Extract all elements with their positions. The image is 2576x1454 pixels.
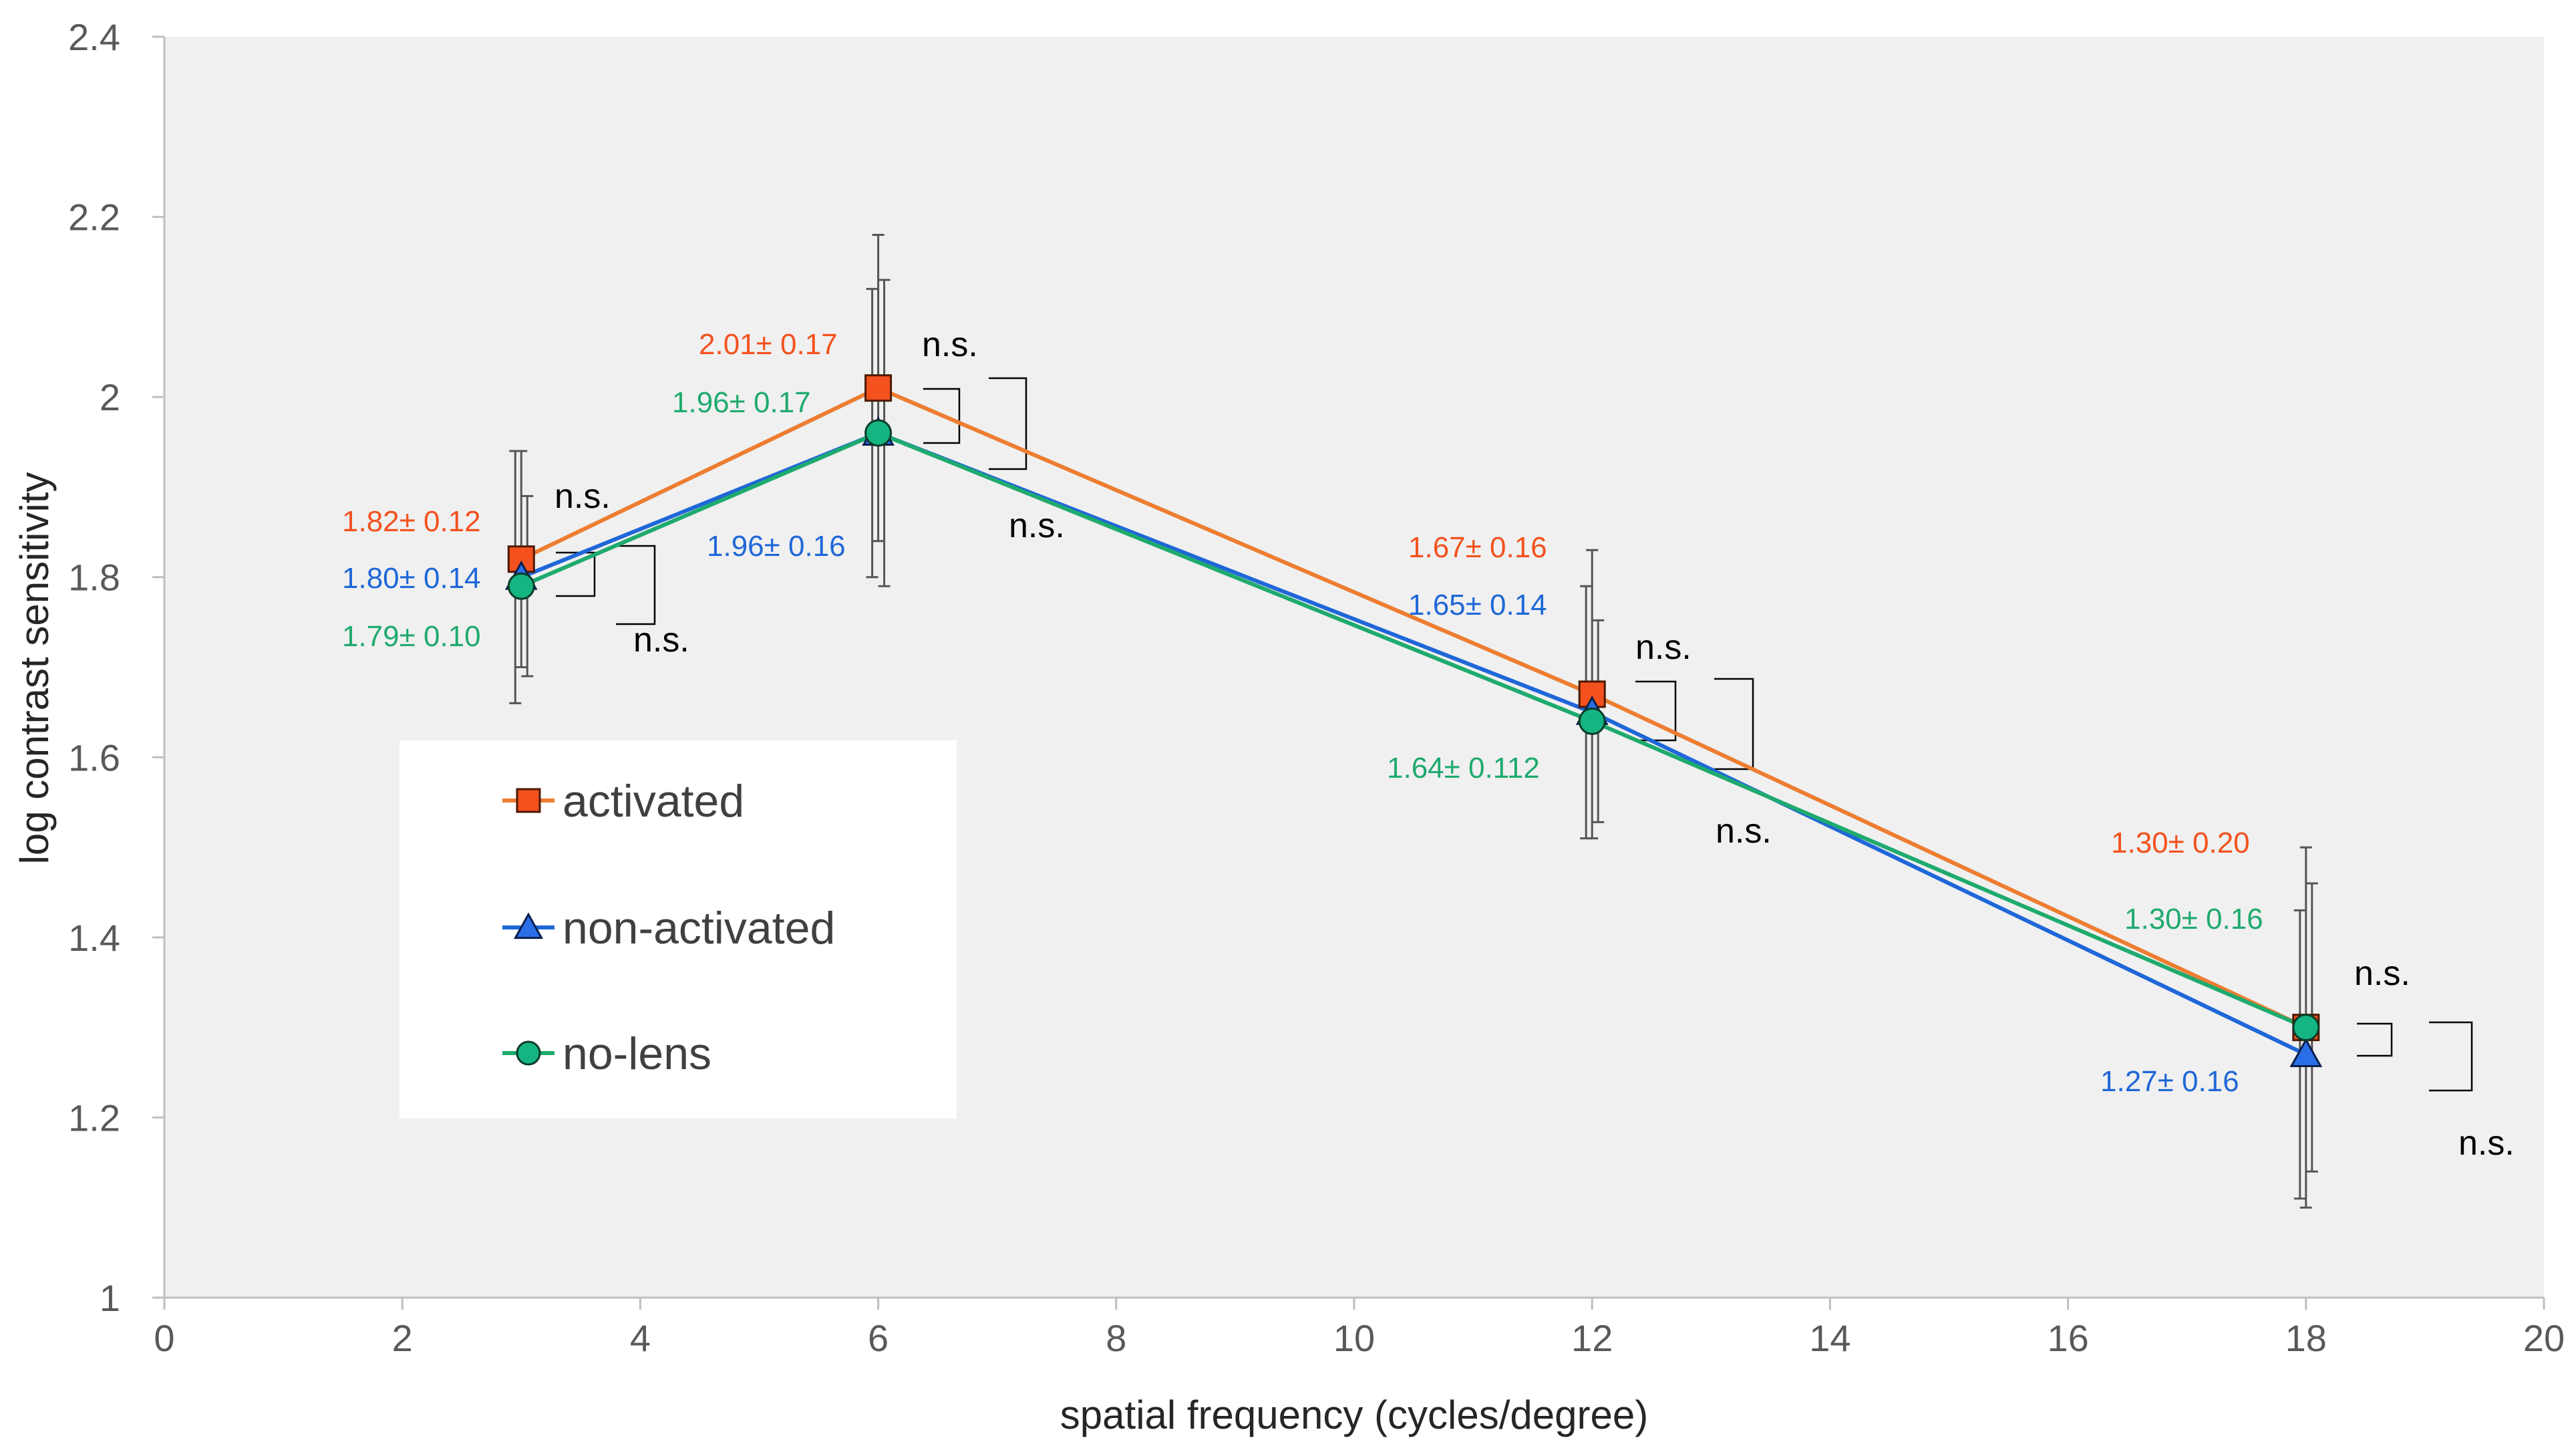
- x-tick-label: 8: [1106, 1317, 1126, 1359]
- x-tick-label: 20: [2523, 1317, 2565, 1359]
- data-label-no-lens: 1.79± 0.10: [342, 620, 481, 653]
- ns-label: n.s.: [554, 477, 611, 516]
- x-tick-label: 18: [2285, 1317, 2327, 1359]
- y-tick-label: 2: [100, 376, 120, 418]
- legend-marker-non-activated: [513, 912, 544, 939]
- data-label-activated: 1.82± 0.12: [342, 505, 481, 538]
- y-tick-label: 1: [100, 1277, 120, 1319]
- x-tick-label: 10: [1333, 1317, 1375, 1359]
- y-tick-label: 2.4: [68, 16, 120, 58]
- x-axis-title: spatial frequency (cycles/degree): [1060, 1393, 1648, 1437]
- data-label-non-activated: 1.27± 0.16: [2100, 1065, 2239, 1098]
- legend-label-activated: activated: [562, 776, 744, 827]
- x-tick-label: 0: [154, 1317, 174, 1359]
- data-label-activated: 1.30± 0.20: [2111, 827, 2250, 859]
- data-labels: 1.82± 0.12 2.01± 0.17 1.67± 0.16 1.30± 0.20…: [342, 328, 2263, 1098]
- ns-label: n.s.: [1635, 628, 1692, 667]
- y-axis-title: log contrast sensitivity: [12, 472, 57, 865]
- data-label-no-lens: 1.64± 0.112: [1387, 752, 1540, 784]
- significance-bracket-inner: [556, 551, 596, 597]
- data-label-non-activated: 1.65± 0.14: [1408, 589, 1547, 621]
- ns-label: n.s.: [633, 621, 689, 660]
- data-point-no-lens: [864, 419, 893, 447]
- x-tick-label: 4: [630, 1317, 651, 1359]
- series-lines: [520, 386, 2307, 1056]
- significance-bracket-outer: [616, 545, 656, 625]
- legend-marker-no-lens: [516, 1040, 541, 1066]
- legend-box: [399, 740, 957, 1119]
- y-tick-label: 1.4: [68, 917, 120, 959]
- ns-label: n.s.: [1009, 506, 1065, 545]
- significance-bracket-outer: [989, 377, 1027, 470]
- data-label-no-lens: 1.96± 0.17: [672, 386, 811, 419]
- significance-bracket-inner: [1635, 680, 1677, 742]
- series-markers: [504, 374, 2323, 1068]
- y-tick-label: 1.2: [68, 1097, 120, 1139]
- data-label-no-lens: 1.30± 0.16: [2124, 903, 2263, 935]
- series-line-activated: [520, 386, 2307, 1030]
- data-point-no-lens: [507, 572, 535, 600]
- y-tick-label: 2.2: [68, 196, 120, 239]
- ns-label: n.s.: [922, 325, 978, 364]
- ns-label: n.s.: [1716, 812, 1772, 851]
- data-label-non-activated: 1.80± 0.14: [342, 562, 481, 595]
- legend: activated non-activated no-lens: [399, 740, 957, 1119]
- data-label-non-activated: 1.96± 0.16: [707, 530, 846, 563]
- data-point-no-lens: [1578, 707, 1606, 735]
- y-tick-label: 1.6: [68, 736, 120, 778]
- x-tick-label: 2: [392, 1317, 413, 1359]
- significance-bracket-inner: [923, 388, 961, 444]
- data-point-no-lens: [2292, 1014, 2320, 1042]
- data-point-activated: [864, 374, 893, 402]
- ns-label: n.s.: [2458, 1124, 2515, 1163]
- ns-label: n.s.: [2354, 954, 2410, 993]
- data-label-activated: 2.01± 0.17: [699, 328, 838, 361]
- significance-bracket-outer: [2429, 1021, 2473, 1092]
- data-point-non-activated: [2289, 1038, 2323, 1068]
- x-tick-label: 16: [2047, 1317, 2088, 1359]
- significance-bracket-inner: [2357, 1022, 2393, 1057]
- series-line-non-activated: [520, 431, 2307, 1056]
- x-tick-label: 14: [1809, 1317, 1850, 1359]
- axes: 0 2 4 6 8 10 12 14 16 18 20 1 1.2 1.4 1.6 1.8 2 2.2 2.4: [68, 16, 2565, 1359]
- legend-label-no-lens: no-lens: [562, 1028, 711, 1079]
- x-tick-label: 12: [1571, 1317, 1613, 1359]
- significance-bracket-outer: [1714, 678, 1754, 770]
- legend-label-non-activated: non-activated: [562, 903, 835, 954]
- series-line-no-lens: [520, 431, 2307, 1030]
- data-label-activated: 1.67± 0.16: [1408, 531, 1547, 564]
- y-tick-label: 1.8: [68, 557, 120, 599]
- legend-marker-activated: [516, 788, 541, 813]
- significance-brackets: n.s. n.s. n.s. n.s. n.s. n.s. n.s. n.s.: [554, 325, 2515, 1163]
- x-tick-label: 6: [868, 1317, 889, 1359]
